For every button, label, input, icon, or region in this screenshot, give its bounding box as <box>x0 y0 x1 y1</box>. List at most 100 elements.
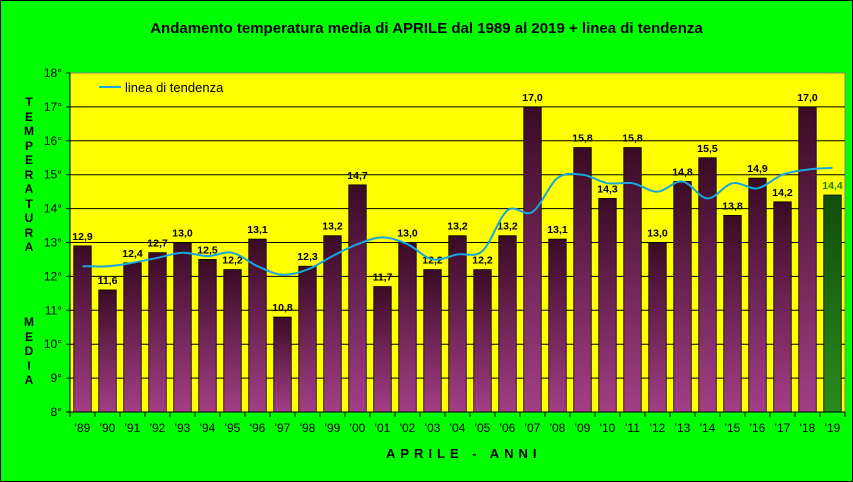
y-axis-label-temperatura-letter: M <box>24 124 34 138</box>
x-tick-label: '07 <box>525 421 541 435</box>
y-axis-label-temperatura-letter: T <box>25 95 33 109</box>
bar-90 <box>98 289 117 413</box>
bar-95 <box>223 269 242 413</box>
bar-15 <box>723 214 742 413</box>
x-tick-label: '00 <box>350 421 366 435</box>
bar-value-label: 12,9 <box>72 231 93 243</box>
x-tick-label: '91 <box>125 421 141 435</box>
bar-17 <box>773 201 792 413</box>
bar-value-label: 12,7 <box>147 238 168 250</box>
bar-value-label: 13,2 <box>497 221 518 233</box>
bar-value-label: 12,2 <box>472 255 493 267</box>
bar-value-label: 14,4 <box>822 180 843 192</box>
bar-01 <box>373 286 392 413</box>
y-axis-label-temperatura-letter: R <box>24 225 34 240</box>
bar-value-label: 15,8 <box>622 133 643 145</box>
bar-89 <box>73 245 92 413</box>
bar-92 <box>148 252 167 413</box>
y-tick-label: 10° <box>44 337 62 351</box>
y-tick-label: 15° <box>44 168 62 182</box>
x-tick-label: '95 <box>225 421 241 435</box>
bar-value-label: 15,5 <box>697 143 718 155</box>
chart-title: Andamento temperatura media di APRILE da… <box>150 20 703 37</box>
x-tick-label: '97 <box>275 421 291 435</box>
x-axis-label: APRILE - ANNI <box>386 446 542 461</box>
y-tick-label: 11° <box>45 303 62 317</box>
bar-value-label: 14,8 <box>672 166 693 178</box>
bar-97 <box>273 316 292 413</box>
y-axis-label-temperatura-letter: A <box>24 182 34 196</box>
bar-value-label: 12,2 <box>222 255 243 267</box>
x-tick-label: '05 <box>475 421 491 435</box>
x-tick-label: '09 <box>575 421 591 435</box>
bar-00 <box>348 184 367 413</box>
bar-value-label: 10,8 <box>272 302 293 314</box>
bar-96 <box>248 238 267 413</box>
y-axis-label-temperatura-letter: R <box>24 167 34 182</box>
x-tick-label: '08 <box>550 421 566 435</box>
bar-value-label: 14,9 <box>747 163 768 175</box>
bar-09 <box>573 147 592 413</box>
bar-value-label: 11,6 <box>98 275 118 287</box>
bar-value-label: 14,7 <box>347 170 368 182</box>
x-tick-label: '13 <box>675 421 691 435</box>
x-tick-label: '12 <box>650 421 666 435</box>
x-tick-label: '15 <box>725 421 741 435</box>
x-tick-label: '89 <box>75 421 91 435</box>
bar-13 <box>673 181 692 413</box>
y-axis-label-media-letter: D <box>24 344 34 358</box>
x-tick-label: '01 <box>375 421 391 435</box>
x-tick-label: '14 <box>700 421 716 435</box>
bar-91 <box>123 262 142 413</box>
y-axis-label-temperatura-letter: P <box>24 138 33 153</box>
y-tick-label: 16° <box>44 134 62 148</box>
x-tick-label: '06 <box>500 421 516 435</box>
x-tick-label: '98 <box>300 421 316 435</box>
bar-94 <box>198 259 217 413</box>
bar-07 <box>523 106 542 413</box>
x-tick-label: '18 <box>800 421 816 435</box>
y-tick-label: 14° <box>44 202 62 216</box>
y-axis-label-temperatura-letter: T <box>25 196 33 211</box>
bar-value-label: 13,0 <box>397 228 418 240</box>
bar-value-label: 13,8 <box>722 200 743 212</box>
y-tick-label: 18° <box>44 66 62 80</box>
bar-16 <box>748 177 767 413</box>
y-tick-label: 12° <box>44 269 62 283</box>
y-axis-label-temperatura-letter: A <box>24 240 34 254</box>
bar-93 <box>173 242 192 413</box>
bar-value-label: 13,2 <box>447 221 468 233</box>
bar-03 <box>423 269 442 413</box>
trend-line <box>82 166 833 276</box>
trend-line-path <box>82 166 833 276</box>
bar-value-label: 12,4 <box>122 248 143 260</box>
x-tick-label: '16 <box>750 421 766 435</box>
x-tick-label: '93 <box>175 421 191 435</box>
bar-99 <box>323 235 342 413</box>
bar-12 <box>648 242 667 413</box>
x-tick-label: '19 <box>825 421 841 435</box>
bar-value-label: 11,7 <box>373 272 393 284</box>
bar-value-label: 13,0 <box>172 228 193 240</box>
bar-98 <box>298 265 317 413</box>
bar-value-label: 13,2 <box>322 221 343 233</box>
bar-value-label: 13,1 <box>247 224 268 236</box>
y-axis-label-temperatura-letter: U <box>24 211 34 225</box>
bar-value-label: 14,3 <box>597 183 618 195</box>
legend-label-trend: linea di tendenza <box>125 80 224 95</box>
bar-10 <box>598 198 617 413</box>
bar-05 <box>473 269 492 413</box>
y-axis-label-temperatura-letter: E <box>24 153 33 167</box>
bar-04 <box>448 235 467 413</box>
bar-value-label: 14,2 <box>772 187 793 199</box>
x-tick-label: '17 <box>775 421 791 435</box>
x-axis: '89 '90 '91 '92 '93 '94 '95 '96 '97 '98 '99 '00 '01 '… <box>69 411 846 435</box>
x-tick-label: '92 <box>150 421 166 435</box>
y-axis-label-media-letter: I <box>27 358 31 373</box>
y-tick-label: 17° <box>44 100 62 114</box>
y-tick-label: 8° <box>51 405 63 419</box>
x-tick-label: '94 <box>200 421 216 435</box>
x-tick-label: '03 <box>425 421 441 435</box>
